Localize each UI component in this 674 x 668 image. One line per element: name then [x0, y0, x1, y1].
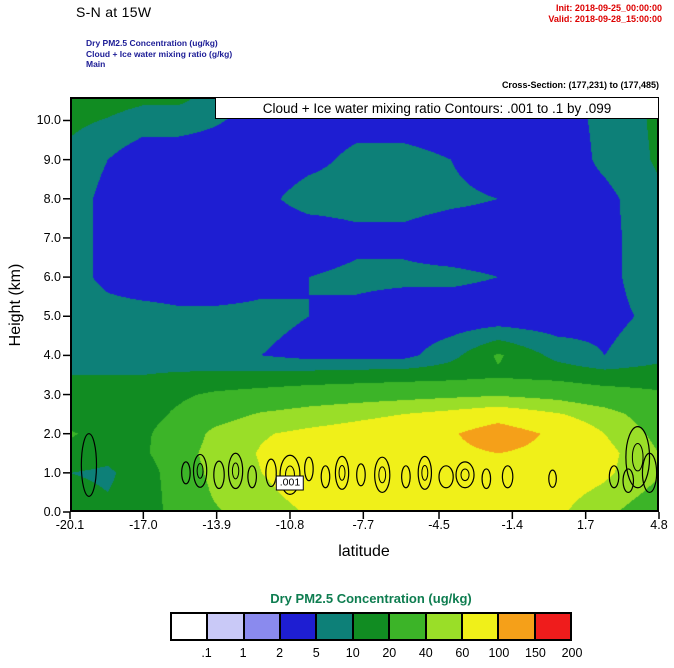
colorbar-cell — [279, 614, 316, 639]
cloud-contour-line — [304, 456, 314, 482]
colorbar-cell — [497, 614, 534, 639]
y-tick-label: 4.0 — [43, 348, 61, 363]
x-tick-label: -10.8 — [275, 518, 305, 532]
cloud-contour-line — [265, 458, 277, 488]
cloud-contour-line-inner — [378, 466, 387, 484]
y-tick-label: 9.0 — [43, 152, 61, 167]
colorbar-label: 5 — [312, 646, 320, 660]
field-pm25-label: Dry PM2.5 Concentration (ug/kg) — [86, 38, 218, 48]
colorbar-label: 1 — [239, 646, 247, 660]
cloud-contour-line — [548, 469, 557, 488]
x-tick-label: -13.9 — [202, 518, 231, 532]
cloud-contour-line — [279, 454, 301, 495]
cloud-contour-line — [320, 465, 331, 489]
colorbar-cell — [388, 614, 425, 639]
cloud-contour-line — [501, 465, 514, 489]
colorbar — [170, 612, 572, 641]
colorbar-label: 150 — [525, 646, 546, 660]
cloud-contour-line — [374, 456, 391, 494]
cloud-contour-line — [417, 455, 433, 490]
colorbar-labels: .1 1 2 5 10 20 40 60 100 150 200 — [170, 646, 582, 661]
field-list: Dry PM2.5 Concentration (ug/kg) Cloud + … — [86, 38, 232, 70]
colorbar-cell — [351, 614, 389, 639]
cloud-contour-line — [181, 461, 191, 485]
colorbar-cell — [424, 614, 461, 639]
cloud-contour-line — [401, 465, 411, 489]
x-tick-label: -20.1 — [55, 518, 85, 532]
plot-area: Cloud + Ice water mixing ratio Contours:… — [37, 97, 668, 532]
pm25-field-canvas — [70, 97, 659, 512]
y-tick-label: 7.0 — [43, 230, 61, 245]
plot-overlay — [63, 97, 660, 519]
x-tick-label: -4.5 — [428, 518, 450, 532]
cloud-contour-line-inner — [421, 464, 429, 481]
colorbar-label: 10 — [345, 646, 360, 660]
colorbar-cell — [460, 614, 498, 639]
cloud-contour-line — [227, 452, 244, 490]
colorbar-label: 200 — [561, 646, 583, 660]
cloud-contour-line — [213, 460, 225, 490]
colorbar-label: 40 — [418, 646, 433, 660]
cloud-contour-line — [641, 452, 658, 494]
y-tick-label: 3.0 — [43, 387, 61, 402]
colorbar-cell — [172, 614, 207, 639]
colorbar-title: Dry PM2.5 Concentration (ug/kg) — [270, 591, 472, 606]
cloud-contour-line — [334, 455, 350, 490]
cloud-contour-line — [625, 426, 651, 489]
colorbar-cell — [315, 614, 352, 639]
y-tick-label: 0.0 — [43, 505, 61, 519]
cloud-contour-line — [608, 465, 620, 489]
colorbar-cell — [206, 614, 243, 639]
cloud-contour-line — [455, 461, 475, 489]
cloud-contour-line — [192, 453, 208, 488]
cloud-contour-line-inner — [338, 464, 346, 481]
colorbar-label: .1 — [201, 646, 212, 660]
y-tick-label: 5.0 — [43, 309, 61, 324]
cloud-contour-line — [481, 468, 492, 490]
cross-section-coords: Cross-Section: (177,231) to (177,485) — [501, 80, 659, 90]
page-title: S-N at 15W — [76, 4, 152, 20]
y-tick-label: 8.0 — [43, 191, 61, 206]
field-cloudice-label: Cloud + Ice water mixing ratio (g/kg) — [86, 48, 233, 59]
colorbar-cell — [533, 614, 570, 639]
cloud-contour-line — [356, 463, 366, 487]
y-tick-label: 2.0 — [43, 426, 61, 441]
colorbar-label: 100 — [488, 646, 510, 660]
x-tick-label: 1.7 — [576, 518, 595, 532]
y-tick-label: 6.0 — [43, 270, 61, 285]
colorbar-label: 20 — [382, 646, 397, 660]
colorbar-label: 2 — [276, 646, 284, 660]
x-tick-label: -7.7 — [352, 518, 375, 532]
model-times: Init: 2018-09-25_00:00:00 Valid: 2018-09… — [548, 3, 662, 25]
x-axis-title: latitude — [338, 543, 390, 560]
cloud-contour-line — [247, 465, 257, 489]
colorbar-label: 60 — [455, 646, 470, 660]
x-tick-label: 4.8 — [650, 518, 668, 532]
contour-info-box: Cloud + Ice water mixing ratio Contours:… — [215, 97, 659, 119]
x-tick-label: -17.0 — [129, 518, 158, 532]
init-time: Init: 2018-09-25_00:00:00 — [555, 3, 662, 13]
x-tick-label: -1.4 — [501, 518, 524, 532]
contour-value-tag: .001 — [275, 475, 305, 491]
cloud-contour-line-inner — [631, 442, 644, 472]
cloud-contour-line — [622, 468, 635, 494]
cloud-contour-line-inner — [231, 462, 240, 480]
cloud-contour-line — [80, 433, 98, 497]
colorbar-cell — [242, 614, 280, 639]
field-domain-label: Main — [86, 59, 106, 69]
plot-frame — [70, 97, 659, 512]
cloud-contour-line — [438, 465, 454, 489]
y-axis-title: Height (km) — [7, 263, 24, 347]
valid-time: Valid: 2018-09-28_15:00:00 — [548, 14, 662, 24]
y-tick-label: 10.0 — [36, 113, 61, 128]
cloud-contour-line-inner — [196, 462, 204, 479]
y-tick-label: 1.0 — [43, 465, 61, 480]
cloud-contour-line-inner — [460, 468, 470, 482]
